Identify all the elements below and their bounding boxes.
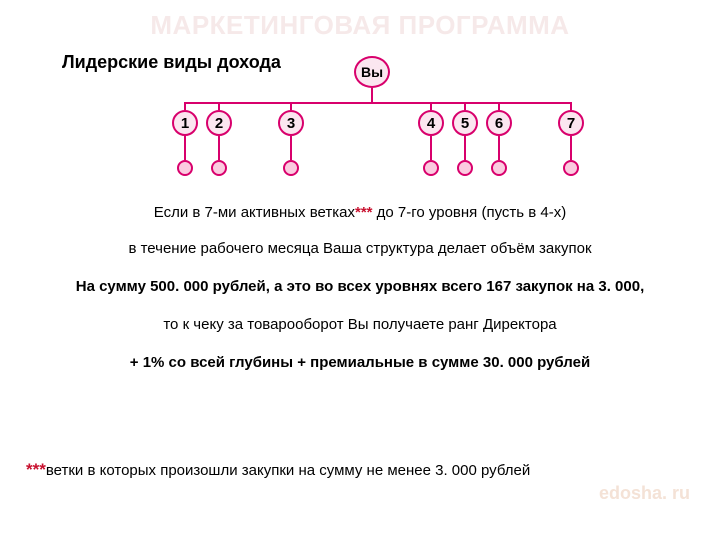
tree-node-leaf xyxy=(491,160,507,176)
footnote-text: ветки в которых произошли закупки на сум… xyxy=(46,462,530,479)
tree-edge xyxy=(184,102,572,104)
tree-node-level1: 6 xyxy=(486,110,512,136)
tree-edge xyxy=(430,102,432,110)
body-line-1b: до 7-го уровня (пусть в 4-х) xyxy=(373,204,567,221)
page: МАРКЕТИНГОВАЯ ПРОГРАММА Лидерские виды д… xyxy=(0,0,720,540)
tree-node-leaf xyxy=(283,160,299,176)
tree-node-leaf xyxy=(423,160,439,176)
tree-edge xyxy=(464,136,466,160)
tree-edge xyxy=(218,102,220,110)
tree-diagram: Вы 12 3 456 7 xyxy=(0,50,720,190)
tree-root: Вы xyxy=(354,56,390,88)
body-line-2: в течение рабочего месяца Ваша структура… xyxy=(0,240,720,257)
tree-edge xyxy=(290,136,292,160)
tree-node-level1: 1 xyxy=(172,110,198,136)
tree-edge xyxy=(371,88,373,102)
body-line-1: Если в 7-ми активных ветках*** до 7-го у… xyxy=(0,204,720,221)
tree-node-level1: 2 xyxy=(206,110,232,136)
tree-node-leaf xyxy=(457,160,473,176)
tree-edge xyxy=(430,136,432,160)
page-title: МАРКЕТИНГОВАЯ ПРОГРАММА xyxy=(0,10,720,41)
asterisk-inline: *** xyxy=(355,204,373,221)
footnote: ***ветки в которых произошли закупки на … xyxy=(26,460,530,480)
footnote-asterisk: *** xyxy=(26,460,46,479)
tree-node-level1: 7 xyxy=(558,110,584,136)
tree-edge xyxy=(290,102,292,110)
body-line-5: + 1% со всей глубины + премиальные в сум… xyxy=(0,354,720,371)
tree-edge xyxy=(184,136,186,160)
tree-node-leaf xyxy=(211,160,227,176)
tree-edge xyxy=(570,136,572,160)
body-line-4: то к чеку за товарооборот Вы получаете р… xyxy=(0,316,720,333)
tree-node-level1: 3 xyxy=(278,110,304,136)
body-line-1a: Если в 7-ми активных ветках xyxy=(154,204,355,221)
tree-edge xyxy=(570,102,572,110)
tree-node-leaf xyxy=(563,160,579,176)
tree-edge xyxy=(464,102,466,110)
tree-node-level1: 5 xyxy=(452,110,478,136)
tree-edge xyxy=(498,136,500,160)
tree-edge xyxy=(184,102,186,110)
tree-edge xyxy=(218,136,220,160)
body-line-3: На сумму 500. 000 рублей, а это во всех … xyxy=(0,278,720,295)
tree-node-leaf xyxy=(177,160,193,176)
tree-edge xyxy=(498,102,500,110)
tree-node-level1: 4 xyxy=(418,110,444,136)
site-label: edosha. ru xyxy=(599,483,690,504)
